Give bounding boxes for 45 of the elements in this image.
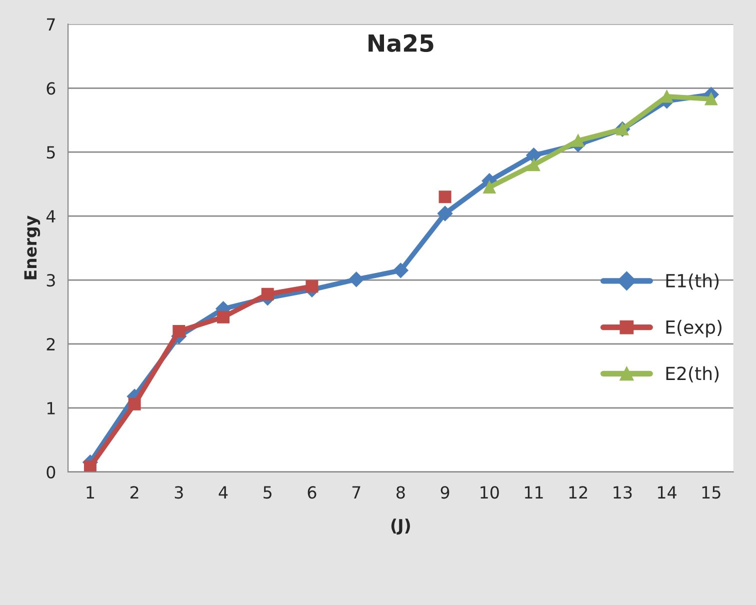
y-tick-label: 4	[46, 210, 56, 222]
chart-title: Na25	[368, 34, 434, 52]
x-tick-label: 7	[352, 486, 360, 498]
point	[128, 398, 141, 410]
x-tick-label: 11	[524, 486, 543, 498]
x-tick-label: 13	[614, 486, 632, 499]
y-tick-label: 5	[46, 146, 55, 159]
point	[704, 92, 718, 106]
x-tick-label: 3	[174, 486, 183, 499]
x-tick-label: 10	[480, 486, 499, 499]
point	[261, 288, 274, 300]
point	[437, 206, 453, 222]
legend-label: E2(th)	[666, 366, 719, 382]
y-tick-label: 7	[46, 18, 55, 31]
point	[438, 190, 452, 204]
y-axis-title: Energy	[24, 216, 40, 280]
legend-label: E(exp)	[666, 320, 722, 338]
x-tick-label: 2	[130, 486, 138, 498]
y-tick-label: 1	[47, 402, 55, 414]
point	[527, 158, 540, 172]
y-tick-label: 0	[46, 466, 56, 478]
point	[483, 181, 496, 194]
x-tick-label: 14	[658, 486, 676, 498]
x-tick-label: 12	[569, 486, 588, 498]
point	[393, 262, 408, 278]
x-tick-label: 8	[396, 486, 405, 499]
y-tick-label: 6	[46, 82, 56, 95]
point	[172, 324, 186, 338]
point	[348, 272, 364, 287]
x-tick-label: 6	[308, 486, 316, 499]
point	[572, 134, 584, 147]
x-tick-label: 4	[218, 486, 228, 498]
point	[526, 148, 542, 163]
point	[84, 460, 96, 472]
x-tick-label: 15	[702, 486, 720, 499]
x-axis-title: (J)	[391, 518, 410, 535]
point	[217, 310, 230, 324]
y-tick-label: 3	[46, 274, 55, 287]
y-tick-label: 2	[46, 338, 55, 350]
point	[306, 280, 318, 293]
x-tick-label: 5	[264, 486, 272, 499]
x-tick-label: 1	[86, 486, 94, 498]
point	[660, 90, 674, 103]
legend-label: E1(th)	[666, 274, 719, 290]
x-tick-label: 9	[440, 486, 450, 499]
